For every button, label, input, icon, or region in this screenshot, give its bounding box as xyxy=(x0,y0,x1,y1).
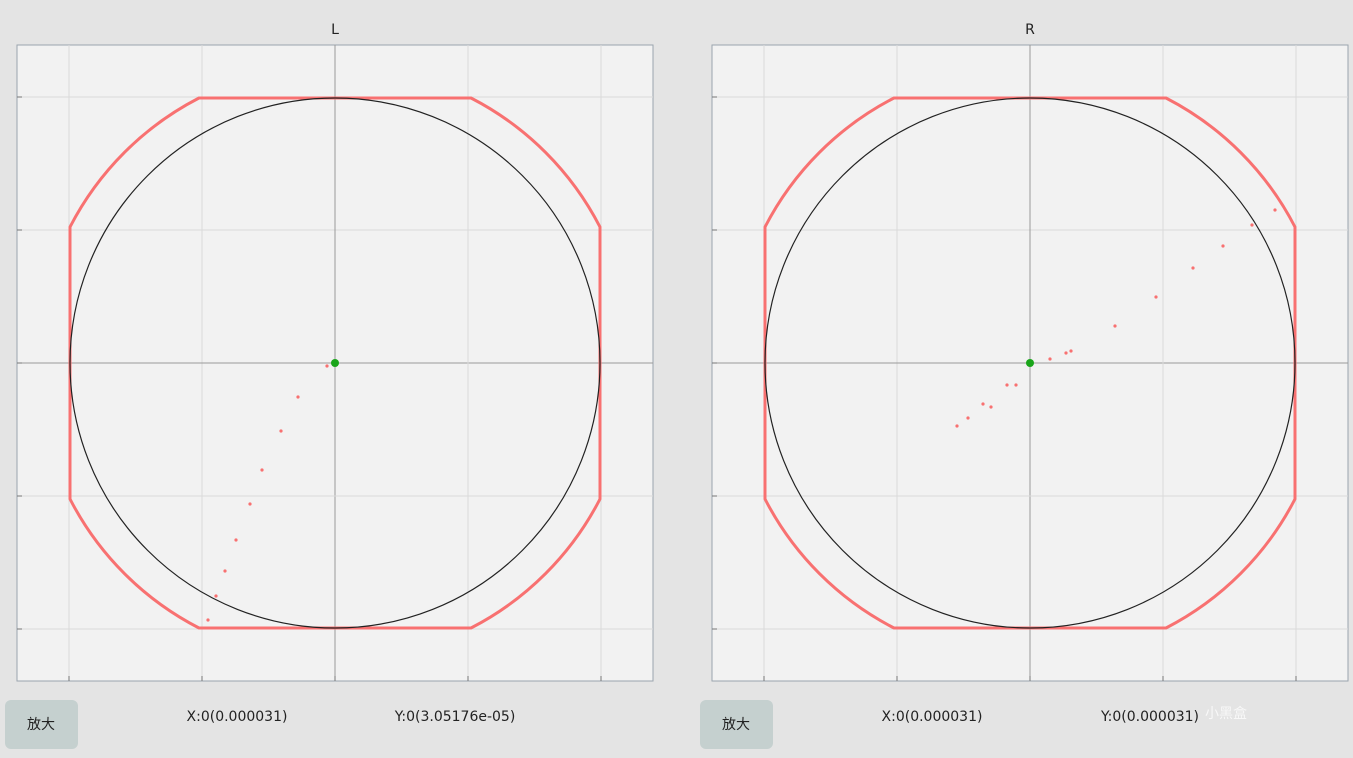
trail-dot xyxy=(1191,266,1195,270)
button-bg xyxy=(700,700,773,749)
stick-position xyxy=(1026,359,1034,367)
trail-dot xyxy=(1014,383,1018,387)
unit-circle xyxy=(764,97,1296,629)
button-label: 放大 xyxy=(27,717,55,733)
stick-position xyxy=(331,359,339,367)
y-readout: Y:0(0.000031) xyxy=(1100,709,1199,725)
panel-title: R xyxy=(1025,22,1035,38)
zoom-button[interactable]: 放大 xyxy=(700,700,773,749)
range-boundary xyxy=(763,96,1297,630)
panel: R 放大 X:0(0.000031) Y:0(0.000031) xyxy=(700,22,1349,749)
trail-dot xyxy=(1221,244,1225,248)
trail-dot xyxy=(1154,295,1158,299)
trail-dot xyxy=(214,594,218,598)
trail-dot xyxy=(325,364,329,368)
trail-dot xyxy=(279,429,283,433)
watermark: 小黑盒 xyxy=(1205,705,1247,722)
trail-dot xyxy=(1113,324,1117,328)
trail-dot xyxy=(223,569,227,573)
trail-dot xyxy=(989,405,993,409)
panel: L 放大 X:0(0.000031) Y:0(3.05176e-05) xyxy=(5,22,654,749)
button-bg xyxy=(5,700,78,749)
range-boundary xyxy=(68,96,602,630)
trail-dot xyxy=(1048,357,1052,361)
unit-circle xyxy=(69,97,601,629)
trail-dot xyxy=(966,416,970,420)
trail-dot xyxy=(248,502,252,506)
y-readout: Y:0(3.05176e-05) xyxy=(394,709,516,725)
x-readout: X:0(0.000031) xyxy=(187,709,288,725)
panel-title: L xyxy=(331,22,339,38)
trail-dot xyxy=(1273,208,1277,212)
trail-dot xyxy=(1250,223,1254,227)
trail-dot xyxy=(206,618,210,622)
trail-dot xyxy=(1064,351,1068,355)
trail-dot xyxy=(1005,383,1009,387)
button-label: 放大 xyxy=(722,717,750,733)
trail-dot xyxy=(296,395,300,399)
trail-dot xyxy=(981,402,985,406)
trail-dot xyxy=(1069,349,1073,353)
x-readout: X:0(0.000031) xyxy=(882,709,983,725)
zoom-button[interactable]: 放大 xyxy=(5,700,78,749)
trail-dot xyxy=(260,468,264,472)
trail-dot xyxy=(955,424,959,428)
trail-dot xyxy=(234,538,238,542)
